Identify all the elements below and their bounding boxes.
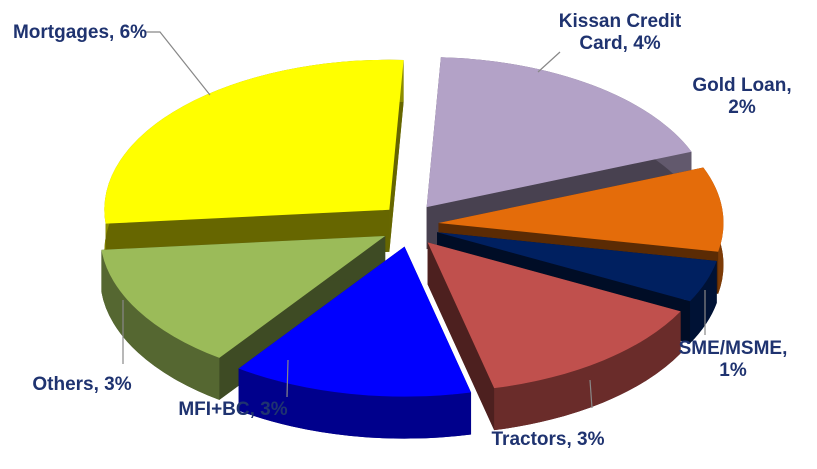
slice-top xyxy=(101,235,386,358)
data-label: SME/MSME, 1% xyxy=(678,338,788,381)
data-label: Gold Loan, 2% xyxy=(692,75,792,118)
data-label: Tractors, 3% xyxy=(491,429,605,450)
data-label: Others, 3% xyxy=(32,374,132,395)
data-label: MFI+BC, 3% xyxy=(178,399,288,420)
slice-side xyxy=(389,59,404,252)
leader-line xyxy=(589,379,593,409)
pie-slice xyxy=(238,246,472,439)
slice-top xyxy=(238,246,472,397)
pie-slice xyxy=(427,242,681,431)
slice-top xyxy=(426,57,692,208)
slice-top xyxy=(437,232,717,302)
slice-wall xyxy=(690,260,717,344)
leader-line xyxy=(286,359,289,398)
pie-slice xyxy=(101,235,386,400)
slice-side xyxy=(427,242,495,431)
slice-wall xyxy=(494,311,681,431)
data-label: Mortgages, 6% xyxy=(12,22,148,43)
slice-wall xyxy=(238,368,472,439)
slice-top xyxy=(427,242,681,389)
slice-top xyxy=(438,167,724,252)
data-label: Kissan Credit Card, 4% xyxy=(558,11,682,54)
leader-line xyxy=(537,51,561,73)
leader-line xyxy=(146,31,211,96)
slice-top xyxy=(104,59,404,224)
slice-wall xyxy=(101,249,220,400)
pie-slice xyxy=(104,59,404,266)
